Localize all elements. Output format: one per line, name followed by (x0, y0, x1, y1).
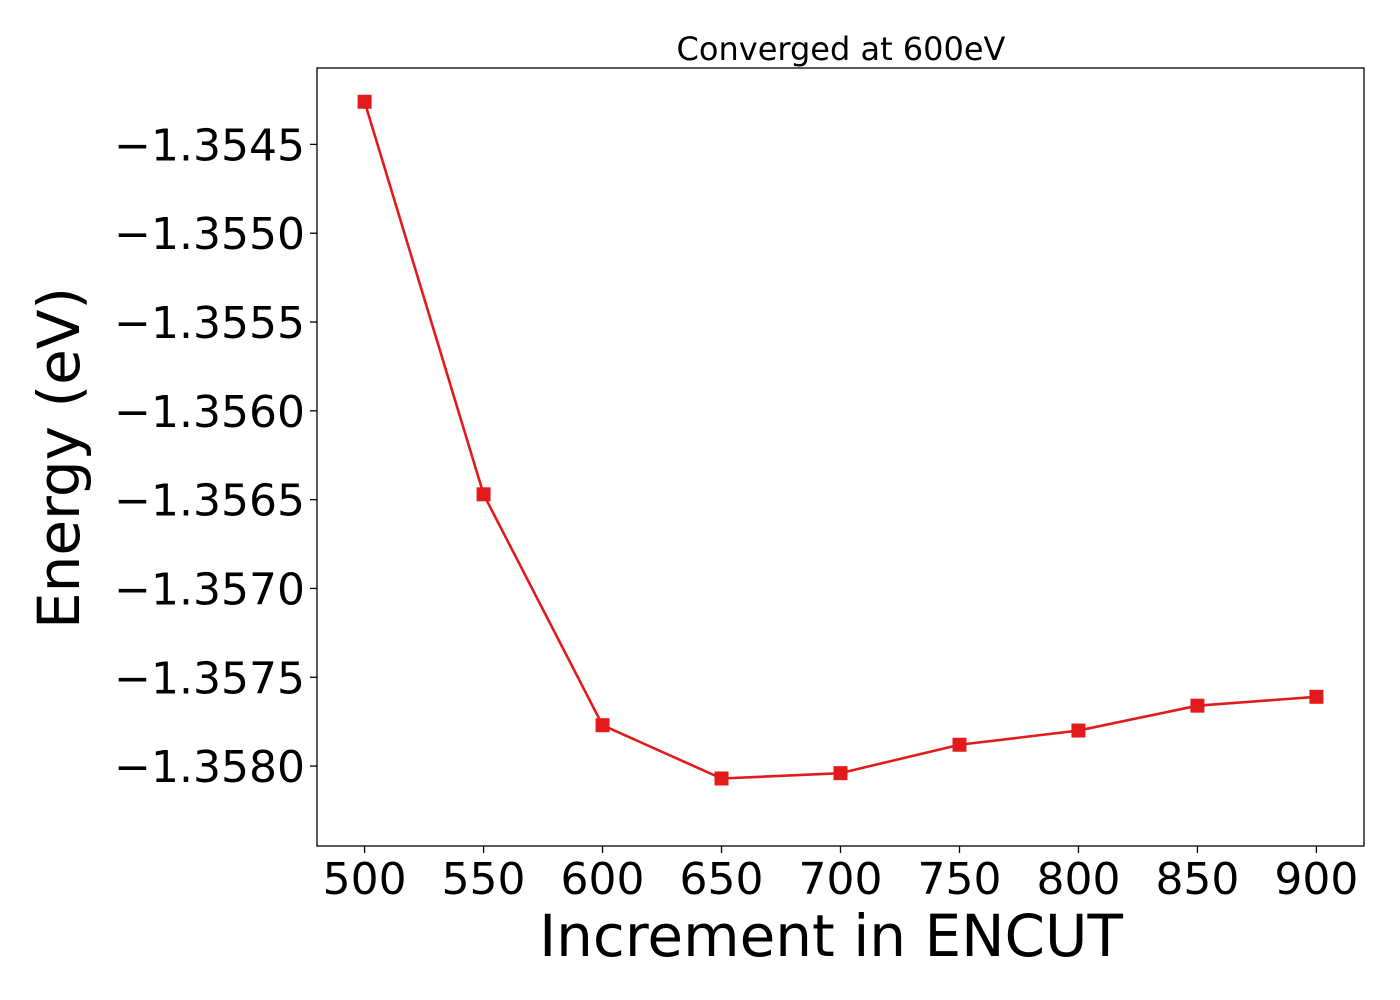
x-tick-label: 600 (561, 854, 645, 905)
x-axis-label: Increment in ENCUT (539, 902, 1123, 970)
data-point (595, 718, 610, 733)
y-tick-label: −1.3550 (114, 209, 305, 260)
y-tick-label: −1.3575 (114, 653, 305, 704)
y-tick-label: −1.3560 (114, 387, 305, 438)
y-tick-label: −1.3555 (114, 298, 305, 349)
x-tick-label: 500 (323, 854, 407, 905)
data-point (833, 766, 848, 781)
x-tick-label: 700 (799, 854, 883, 905)
data-point (1071, 723, 1086, 738)
data-point (1190, 698, 1205, 713)
x-axis: 500 550 600 650 700 750 800 850 900 (323, 846, 1358, 905)
plot-area (357, 94, 1324, 786)
x-tick-label: 850 (1155, 854, 1239, 905)
y-tick-label: −1.3565 (114, 476, 305, 527)
x-tick-label: 900 (1274, 854, 1358, 905)
data-point (476, 487, 491, 502)
y-tick-label: −1.3580 (114, 742, 305, 793)
y-axis: −1.3545 −1.3550 −1.3555 −1.3560 −1.3565 −1.35… (114, 120, 317, 793)
x-tick-label: 800 (1036, 854, 1120, 905)
x-tick-label: 750 (917, 854, 1001, 905)
x-tick-label: 650 (680, 854, 764, 905)
data-point (357, 94, 372, 109)
y-tick-label: −1.3570 (114, 564, 305, 615)
data-point (952, 737, 967, 752)
y-axis-label: Energy (eV) (25, 287, 93, 629)
chart-title: Converged at 600eV (677, 30, 1006, 68)
data-point (714, 771, 729, 786)
data-point (1309, 689, 1324, 704)
y-tick-label: −1.3545 (114, 120, 305, 171)
x-tick-label: 550 (442, 854, 526, 905)
